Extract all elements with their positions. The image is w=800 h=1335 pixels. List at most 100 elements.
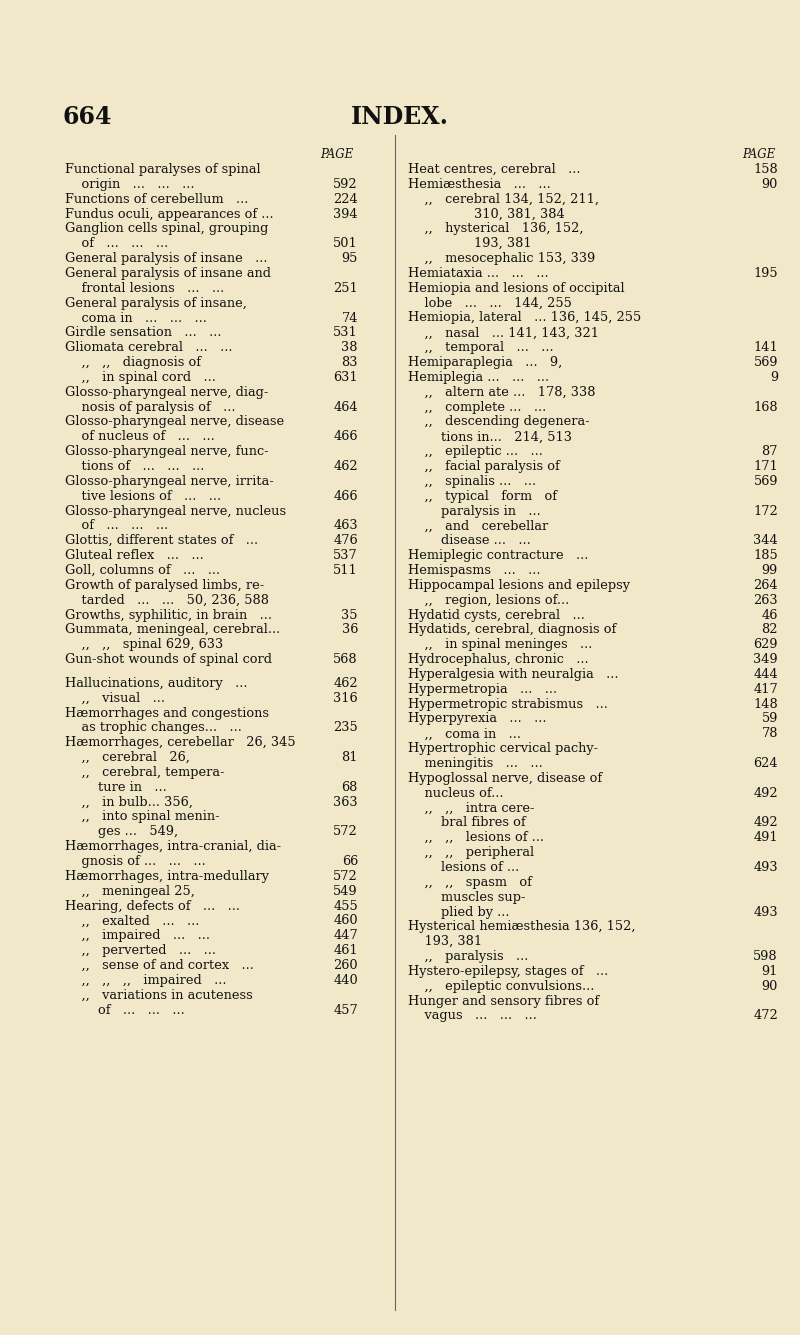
Text: 78: 78 (762, 728, 778, 741)
Text: ,,   altern ate ...   178, 338: ,, altern ate ... 178, 338 (408, 386, 595, 399)
Text: 537: 537 (334, 549, 358, 562)
Text: 81: 81 (342, 752, 358, 764)
Text: ,,   mesocephalic 153, 339: ,, mesocephalic 153, 339 (408, 252, 595, 266)
Text: 394: 394 (334, 207, 358, 220)
Text: ,,   and   cerebellar: ,, and cerebellar (408, 519, 548, 533)
Text: Hemiplegia ...   ...   ...: Hemiplegia ... ... ... (408, 371, 549, 384)
Text: ,,   visual   ...: ,, visual ... (65, 692, 165, 705)
Text: 460: 460 (334, 914, 358, 928)
Text: nucleus of...: nucleus of... (408, 786, 503, 800)
Text: 444: 444 (754, 668, 778, 681)
Text: ,,   ,,   intra cere-: ,, ,, intra cere- (408, 801, 534, 814)
Text: 549: 549 (334, 885, 358, 897)
Text: Gliomata cerebral   ...   ...: Gliomata cerebral ... ... (65, 342, 233, 354)
Text: 501: 501 (334, 238, 358, 250)
Text: Hyperalgesia with neuralgia   ...: Hyperalgesia with neuralgia ... (408, 668, 618, 681)
Text: 569: 569 (754, 475, 778, 487)
Text: Glottis, different states of   ...: Glottis, different states of ... (65, 534, 258, 547)
Text: 59: 59 (762, 713, 778, 725)
Text: 95: 95 (342, 252, 358, 266)
Text: ,,   hysterical   136, 152,: ,, hysterical 136, 152, (408, 223, 583, 235)
Text: Glosso-pharyngeal nerve, nucleus: Glosso-pharyngeal nerve, nucleus (65, 505, 286, 518)
Text: 447: 447 (334, 929, 358, 943)
Text: 455: 455 (334, 900, 358, 913)
Text: Hæmorrhages, intra-cranial, dia-: Hæmorrhages, intra-cranial, dia- (65, 840, 281, 853)
Text: of   ...   ...   ...: of ... ... ... (65, 238, 168, 250)
Text: Girdle sensation   ...   ...: Girdle sensation ... ... (65, 326, 222, 339)
Text: 492: 492 (754, 786, 778, 800)
Text: Gluteal reflex   ...   ...: Gluteal reflex ... ... (65, 549, 204, 562)
Text: PAGE: PAGE (320, 148, 353, 162)
Text: Gummata, meningeal, cerebral...: Gummata, meningeal, cerebral... (65, 623, 280, 637)
Text: ,,   ,,   spinal 629, 633: ,, ,, spinal 629, 633 (65, 638, 223, 651)
Text: 493: 493 (754, 861, 778, 874)
Text: 457: 457 (334, 1004, 358, 1016)
Text: ,,   in spinal meninges   ...: ,, in spinal meninges ... (408, 638, 592, 651)
Text: lobe   ...   ...   144, 255: lobe ... ... 144, 255 (408, 296, 572, 310)
Text: ,,   cerebral 134, 152, 211,: ,, cerebral 134, 152, 211, (408, 192, 599, 206)
Text: 38: 38 (342, 342, 358, 354)
Text: meningitis   ...   ...: meningitis ... ... (408, 757, 542, 770)
Text: Hypermetropic strabismus   ...: Hypermetropic strabismus ... (408, 698, 608, 710)
Text: 82: 82 (762, 623, 778, 637)
Text: 91: 91 (762, 965, 778, 979)
Text: Hemiplegic contracture   ...: Hemiplegic contracture ... (408, 549, 588, 562)
Text: 171: 171 (754, 461, 778, 473)
Text: 463: 463 (334, 519, 358, 533)
Text: Hypermetropia   ...   ...: Hypermetropia ... ... (408, 682, 557, 696)
Text: Glosso-pharyngeal nerve, diag-: Glosso-pharyngeal nerve, diag- (65, 386, 268, 399)
Text: General paralysis of insane,: General paralysis of insane, (65, 296, 247, 310)
Text: 260: 260 (334, 959, 358, 972)
Text: ture in   ...: ture in ... (65, 781, 166, 794)
Text: 493: 493 (754, 905, 778, 918)
Text: 568: 568 (334, 653, 358, 666)
Text: ,,   temporal   ...   ...: ,, temporal ... ... (408, 342, 554, 354)
Text: ,,   epileptic ...   ...: ,, epileptic ... ... (408, 445, 543, 458)
Text: 35: 35 (342, 609, 358, 622)
Text: Glosso-pharyngeal nerve, func-: Glosso-pharyngeal nerve, func- (65, 445, 269, 458)
Text: INDEX.: INDEX. (351, 105, 449, 129)
Text: Hypertrophic cervical pachy-: Hypertrophic cervical pachy- (408, 742, 598, 756)
Text: 141: 141 (754, 342, 778, 354)
Text: Fundus oculi, appearances of ...: Fundus oculi, appearances of ... (65, 207, 274, 220)
Text: Hemiopia, lateral   ... 136, 145, 255: Hemiopia, lateral ... 136, 145, 255 (408, 311, 642, 324)
Text: 440: 440 (334, 973, 358, 987)
Text: 74: 74 (342, 311, 358, 324)
Text: 472: 472 (754, 1009, 778, 1023)
Text: of   ...   ...   ...: of ... ... ... (65, 1004, 185, 1016)
Text: ,,   nasal   ... 141, 143, 321: ,, nasal ... 141, 143, 321 (408, 326, 599, 339)
Text: 90: 90 (762, 178, 778, 191)
Text: ,,   epileptic convulsions...: ,, epileptic convulsions... (408, 980, 594, 993)
Text: 349: 349 (754, 653, 778, 666)
Text: 193, 381: 193, 381 (408, 936, 482, 948)
Text: 476: 476 (334, 534, 358, 547)
Text: Hypoglossal nerve, disease of: Hypoglossal nerve, disease of (408, 772, 602, 785)
Text: 631: 631 (334, 371, 358, 384)
Text: Hemiparaplegia   ...   9,: Hemiparaplegia ... 9, (408, 356, 562, 368)
Text: 466: 466 (334, 490, 358, 503)
Text: Growth of paralysed limbs, re-: Growth of paralysed limbs, re- (65, 579, 264, 591)
Text: 629: 629 (754, 638, 778, 651)
Text: 168: 168 (754, 400, 778, 414)
Text: 83: 83 (342, 356, 358, 368)
Text: Hysterical hemiæsthesia 136, 152,: Hysterical hemiæsthesia 136, 152, (408, 920, 635, 933)
Text: 158: 158 (754, 163, 778, 176)
Text: 99: 99 (762, 563, 778, 577)
Text: Hydatids, cerebral, diagnosis of: Hydatids, cerebral, diagnosis of (408, 623, 616, 637)
Text: Ganglion cells spinal, grouping: Ganglion cells spinal, grouping (65, 223, 268, 235)
Text: ,,   ,,   diagnosis of: ,, ,, diagnosis of (65, 356, 201, 368)
Text: ,,   cerebral, tempera-: ,, cerebral, tempera- (65, 766, 225, 778)
Text: ,,   ,,   spasm   of: ,, ,, spasm of (408, 876, 532, 889)
Text: 310, 381, 384: 310, 381, 384 (408, 207, 565, 220)
Text: 598: 598 (754, 951, 778, 963)
Text: Glosso-pharyngeal nerve, disease: Glosso-pharyngeal nerve, disease (65, 415, 284, 429)
Text: Hyperpyrexia   ...   ...: Hyperpyrexia ... ... (408, 713, 546, 725)
Text: ,,   sense of and cortex   ...: ,, sense of and cortex ... (65, 959, 254, 972)
Text: gnosis of ...   ...   ...: gnosis of ... ... ... (65, 854, 206, 868)
Text: 263: 263 (754, 594, 778, 606)
Text: Hæmorrhages and congestions: Hæmorrhages and congestions (65, 706, 269, 720)
Text: Hippocampal lesions and epilepsy: Hippocampal lesions and epilepsy (408, 579, 630, 591)
Text: of nucleus of   ...   ...: of nucleus of ... ... (65, 430, 214, 443)
Text: of   ...   ...   ...: of ... ... ... (65, 519, 168, 533)
Text: Growths, syphilitic, in brain   ...: Growths, syphilitic, in brain ... (65, 609, 272, 622)
